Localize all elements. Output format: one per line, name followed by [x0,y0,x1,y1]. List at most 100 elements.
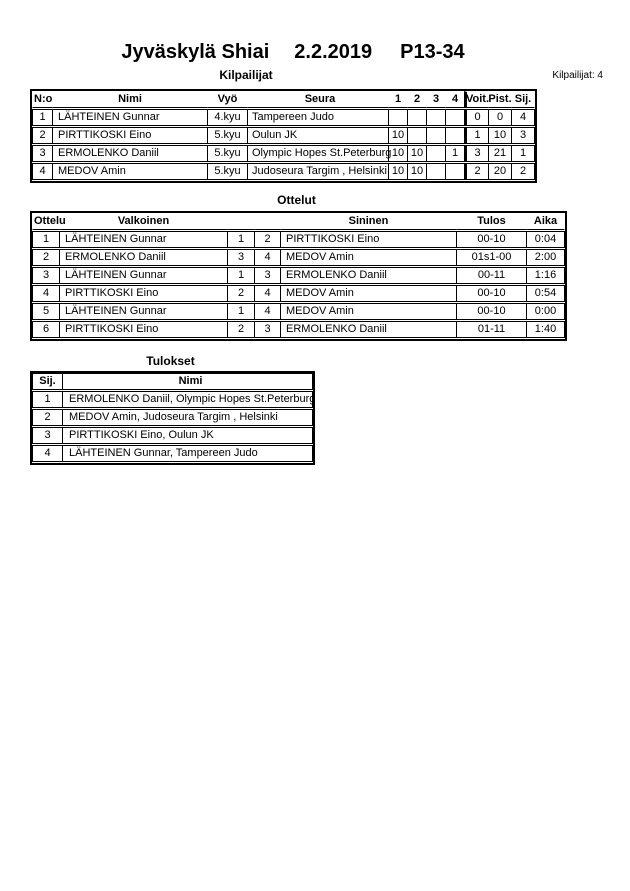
result-name-cell: ERMOLENKO Daniil, Olympic Hopes St.Peter… [62,391,315,408]
round-3-score-cell [426,127,446,144]
competitor-belt-cell: 4.kyu [207,109,248,126]
header-round-3: 3 [426,91,446,108]
match-row: 4 PIRTTIKOSKI Eino 2 4 MEDOV Amin 00-10 … [32,285,565,302]
competitor-number-cell: 2 [32,127,53,144]
header-belt: Vyö [207,91,248,108]
result-name-cell: PIRTTIKOSKI Eino, Oulun JK [62,427,313,444]
competitor-club-cell: Olympic Hopes St.Peterburg [247,145,391,162]
place-cell: 1 [511,145,535,162]
round-3-score-cell [426,163,446,180]
time-cell: 0:00 [526,303,565,320]
white-name-cell: LÄHTEINEN Gunnar [59,303,228,320]
result-cell: 00-10 [456,285,527,302]
blue-number-cell: 4 [254,249,281,266]
competitors-table: N:o Nimi Vyö Seura 1 2 3 4 Voit. Pist. S… [30,89,537,183]
competitor-count: Kilpailijat: 4 [552,70,603,81]
result-cell: 00-10 [456,231,527,248]
competitor-name-cell: LÄHTEINEN Gunnar [52,109,208,126]
competitor-row: 3 ERMOLENKO Daniil 5.kyu Olympic Hopes S… [32,145,535,162]
event-name: Jyväskylä Shiai [121,41,270,63]
match-number-cell: 4 [32,285,60,302]
match-number-cell: 2 [32,249,60,266]
white-name-cell: PIRTTIKOSKI Eino [59,285,228,302]
header-result-place: Sij. [32,373,63,390]
points-cell: 20 [488,163,512,180]
match-row: 5 LÄHTEINEN Gunnar 1 4 MEDOV Amin 00-10 … [32,303,565,320]
competitor-number-cell: 4 [32,163,53,180]
blue-name-cell: ERMOLENKO Daniil [280,267,457,284]
wins-cell: 0 [464,109,489,126]
blue-name-cell: MEDOV Amin [280,303,457,320]
result-name-cell: MEDOV Amin, Judoseura Targim , Helsinki [62,409,313,426]
blue-number-cell: 4 [254,285,281,302]
wins-cell: 2 [464,163,489,180]
round-3-score-cell [426,109,446,126]
white-number-cell: 2 [227,285,255,302]
header-result-name: Nimi [62,373,313,390]
white-name-cell: LÄHTEINEN Gunnar [59,267,228,284]
header-name: Nimi [52,91,208,108]
white-number-cell: 1 [227,267,255,284]
white-name-cell: LÄHTEINEN Gunnar [59,231,228,248]
round-3-score-cell [426,145,446,162]
round-4-score-cell: 1 [445,145,465,162]
round-2-score-cell: 10 [407,145,427,162]
wins-cell: 1 [464,127,489,144]
match-row: 3 LÄHTEINEN Gunnar 1 3 ERMOLENKO Daniil … [32,267,565,284]
white-name-cell: PIRTTIKOSKI Eino [59,321,228,338]
points-cell: 10 [488,127,512,144]
results-body: 1 ERMOLENKO Daniil, Olympic Hopes St.Pet… [32,391,315,462]
header-match-number: Ottelu [32,213,66,230]
blue-name-cell: MEDOV Amin [280,249,457,266]
competitor-row: 4 MEDOV Amin 5.kyu Judoseura Targim , He… [32,163,535,180]
header-no: N:o [32,91,53,108]
round-4-score-cell [445,127,465,144]
time-cell: 1:16 [526,267,565,284]
header-round-1: 1 [388,91,408,108]
matches-body: 1 LÄHTEINEN Gunnar 1 2 PIRTTIKOSKI Eino … [32,231,565,338]
competitor-club-cell: Oulun JK [247,127,389,144]
competitor-club-cell: Judoseura Targim , Helsinki [247,163,389,180]
header-white-number [227,213,255,230]
round-1-score-cell: 10 [388,163,408,180]
competitor-belt-cell: 5.kyu [207,127,248,144]
place-cell: 3 [511,127,535,144]
header-blue-number [254,213,281,230]
blue-name-cell: PIRTTIKOSKI Eino [280,231,457,248]
match-row: 6 PIRTTIKOSKI Eino 2 3 ERMOLENKO Daniil … [32,321,565,338]
white-number-cell: 1 [227,303,255,320]
header-blue: Sininen [280,213,457,230]
blue-number-cell: 2 [254,231,281,248]
blue-number-cell: 3 [254,267,281,284]
match-number-cell: 6 [32,321,60,338]
time-cell: 2:00 [526,249,565,266]
points-cell: 0 [488,109,512,126]
competitors-section-title: Kilpailijat [219,68,273,82]
header-white: Valkoinen [59,213,228,230]
competitors-body: 1 LÄHTEINEN Gunnar 4.kyu Tampereen Judo … [32,109,535,180]
matches-header-row: Ottelu Valkoinen Sininen Tulos Aika [32,213,565,230]
match-row: 1 LÄHTEINEN Gunnar 1 2 PIRTTIKOSKI Eino … [32,231,565,248]
header-round-2: 2 [407,91,427,108]
header-time: Aika [526,213,565,230]
round-4-score-cell [445,109,465,126]
white-number-cell: 1 [227,231,255,248]
result-row: 3 PIRTTIKOSKI Eino, Oulun JK [32,427,313,444]
result-row: 2 MEDOV Amin, Judoseura Targim , Helsink… [32,409,313,426]
blue-number-cell: 3 [254,321,281,338]
result-place-cell: 3 [32,427,63,444]
white-name-cell: ERMOLENKO Daniil [59,249,228,266]
points-cell: 21 [488,145,512,162]
result-cell: 00-11 [456,267,527,284]
results-header-row: Sij. Nimi [32,373,313,390]
header-points: Pist. [488,91,512,108]
white-number-cell: 3 [227,249,255,266]
white-number-cell: 2 [227,321,255,338]
place-cell: 2 [511,163,535,180]
results-table: Sij. Nimi 1 ERMOLENKO Daniil, Olympic Ho… [30,371,315,465]
header-round-4: 4 [445,91,465,108]
competitor-row: 1 LÄHTEINEN Gunnar 4.kyu Tampereen Judo … [32,109,535,126]
time-cell: 1:40 [526,321,565,338]
matches-section-title: Ottelut [277,193,316,207]
result-name-cell: LÄHTEINEN Gunnar, Tampereen Judo [62,445,313,462]
